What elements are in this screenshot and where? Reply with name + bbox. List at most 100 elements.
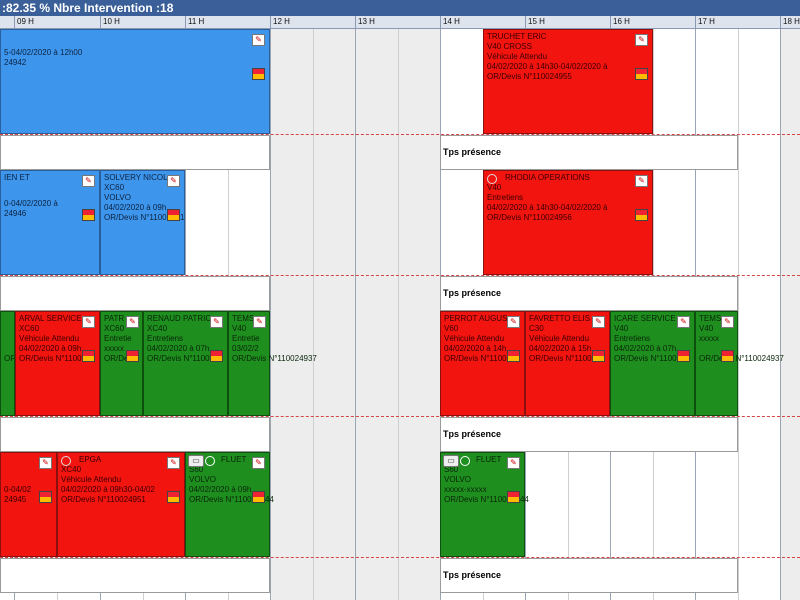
work-order-icon[interactable]: ✎ [507, 457, 520, 469]
work-order-icon[interactable]: ✎ [635, 175, 648, 187]
intervention-block[interactable]: OR/ [0, 311, 15, 416]
intervention-block[interactable]: EPGA XC40 Véhicule Attendu 04/02/2020 à … [57, 452, 185, 557]
block-line: FLUET [221, 455, 247, 464]
hour-label: 18 H [780, 16, 800, 28]
block-line: Véhicule Attendu [529, 334, 590, 343]
block-line: OR/Devis N°1100 [614, 354, 677, 363]
presence-bar [0, 135, 270, 170]
block-line: OR/Devi [104, 354, 135, 363]
work-order-icon[interactable]: ✎ [126, 316, 139, 328]
payment-card-icon[interactable] [167, 209, 180, 221]
block-line: 04/02/2020 à 14h30-04/02/2020 à [487, 62, 608, 71]
block-line: 24946 [4, 209, 27, 218]
block-line: 04/02/2020 à 09h [19, 344, 82, 353]
intervention-block[interactable]: TRUCHET ERIC V40 CROSS Véhicule Attendu … [483, 29, 653, 134]
hour-label: 14 H [440, 16, 525, 28]
payment-card-icon[interactable] [39, 491, 52, 503]
work-order-icon[interactable]: ✎ [253, 316, 266, 328]
block-line: OR/Devis N°110024944 [444, 495, 529, 504]
payment-card-icon[interactable] [82, 350, 95, 362]
block-line: V40 [232, 324, 247, 333]
work-order-icon[interactable]: ✎ [167, 175, 180, 187]
block-line: EPGA [79, 455, 102, 464]
intervention-block[interactable]: SOLVERY NICOL XC60 VOLVO 04/02/2020 à 09… [100, 170, 185, 275]
intervention-block[interactable]: FLUET S60 VOLVO xxxxx-xxxxx OR/Devis N°1… [440, 452, 529, 557]
payment-card-icon[interactable] [635, 68, 648, 80]
block-line: FLUET [476, 455, 502, 464]
hour-label: 17 H [695, 16, 780, 28]
work-order-icon[interactable]: ✎ [507, 316, 520, 328]
work-order-icon[interactable]: ✎ [39, 457, 52, 469]
block-line: Véhicule Attendu [61, 475, 122, 484]
work-order-icon[interactable]: ✎ [82, 316, 95, 328]
block-line: 03/02/2 [232, 344, 259, 353]
hour-label: 09 H [14, 16, 100, 28]
block-line: S60 [444, 465, 459, 474]
work-order-icon[interactable]: ✎ [210, 316, 223, 328]
intervention-block[interactable]: RENAUD PATRIC XC40 Entretiens 04/02/2020… [143, 311, 228, 416]
intervention-block[interactable]: PATR XC60 Entretie xxxxx OR/Devi ✎ [100, 311, 143, 416]
presence-bar [0, 417, 270, 452]
block-line: 04/02/2020 à 09h30-04/02 [61, 485, 155, 494]
payment-card-icon[interactable] [82, 209, 95, 221]
intervention-block[interactable]: 0-04/02 24945 ✎ [0, 452, 57, 557]
hour-label: 16 H [610, 16, 695, 28]
block-line: 04/02/2020 à 09h [104, 203, 167, 212]
work-order-icon[interactable]: ✎ [677, 316, 690, 328]
payment-card-icon[interactable] [592, 350, 605, 362]
title-text: :82.35 % Nbre Intervention :18 [2, 1, 174, 15]
work-order-icon[interactable]: ✎ [635, 34, 648, 46]
payment-card-icon[interactable] [210, 350, 223, 362]
intervention-block[interactable]: FAVRETTO ELIS C30 Véhicule Attendu 04/02… [525, 311, 610, 416]
intervention-block[interactable]: IEN ET 0-04/02/2020 à 24946 ✎ [0, 170, 100, 275]
intervention-block[interactable]: FLUET S60 VOLVO 04/02/2020 à 09h OR/Devi… [185, 452, 274, 557]
car-icon: ▭ [188, 455, 204, 467]
work-order-icon[interactable]: ✎ [252, 457, 265, 469]
work-order-icon[interactable]: ✎ [592, 316, 605, 328]
block-line: OR/Devis N°110024 [19, 354, 91, 363]
block-line: ARVAL SERVICE [19, 314, 82, 323]
intervention-block[interactable]: RHODIA OPERATIONS V40 Entretiens 04/02/2… [483, 170, 653, 275]
payment-card-icon[interactable] [635, 209, 648, 221]
work-order-icon[interactable]: ✎ [167, 457, 180, 469]
block-line: XC40 [147, 324, 168, 333]
payment-card-icon[interactable] [677, 350, 690, 362]
payment-card-icon[interactable] [126, 350, 139, 362]
block-line: FAVRETTO ELIS [529, 314, 591, 323]
work-order-icon[interactable]: ✎ [82, 175, 95, 187]
work-order-icon[interactable]: ✎ [721, 316, 734, 328]
presence-bar: Tps présence [440, 558, 738, 593]
intervention-block[interactable]: ARVAL SERVICE XC60 Véhicule Attendu 04/0… [15, 311, 100, 416]
intervention-block[interactable]: TEMS V40 Entretie 03/02/2 OR/Devis N°110… [228, 311, 317, 416]
block-line: ICARE SERVICE [614, 314, 676, 323]
intervention-block[interactable]: PERROT AUGUS V60 Véhicule Attendu 04/02/… [440, 311, 525, 416]
intervention-block[interactable]: TEMS V40 xxxxx OR/Devis N°110024937 ✎ [695, 311, 784, 416]
block-line: V40 [699, 324, 714, 333]
payment-card-icon[interactable] [721, 350, 734, 362]
block-line: TEMS [699, 314, 722, 323]
presence-bar [0, 558, 270, 593]
payment-card-icon[interactable] [167, 491, 180, 503]
block-line: 04/02/2020 à 09h [189, 485, 252, 494]
block-line: Véhicule Attendu [19, 334, 80, 343]
block-line: 0-04/02/2020 à [4, 199, 58, 208]
block-line: OR/ [4, 354, 14, 363]
payment-card-icon[interactable] [507, 350, 520, 362]
work-order-icon[interactable]: ✎ [252, 34, 265, 46]
closed-period [780, 29, 800, 600]
status-ring-icon [460, 456, 470, 466]
title-bar: :82.35 % Nbre Intervention :18 [0, 0, 800, 16]
payment-card-icon[interactable] [252, 68, 265, 80]
block-line: OR/Devis N°110024937 [232, 354, 317, 363]
payment-card-icon[interactable] [507, 491, 520, 503]
presence-label: Tps présence [443, 147, 502, 157]
block-line: OR/Devis N°110024937 [699, 354, 784, 363]
intervention-block[interactable]: 5-04/02/2020 à 12h00 24942 ✎ [0, 29, 270, 134]
block-line: VOLVO [104, 193, 131, 202]
block-line: XC40 [61, 465, 82, 474]
block-line: S60 [189, 465, 204, 474]
block-line: 04/02/2020 à 15h [529, 344, 592, 353]
intervention-block[interactable]: ICARE SERVICE V40 Entretiens 04/02/2020 … [610, 311, 695, 416]
hour-label: 10 H [100, 16, 185, 28]
payment-card-icon[interactable] [252, 491, 265, 503]
